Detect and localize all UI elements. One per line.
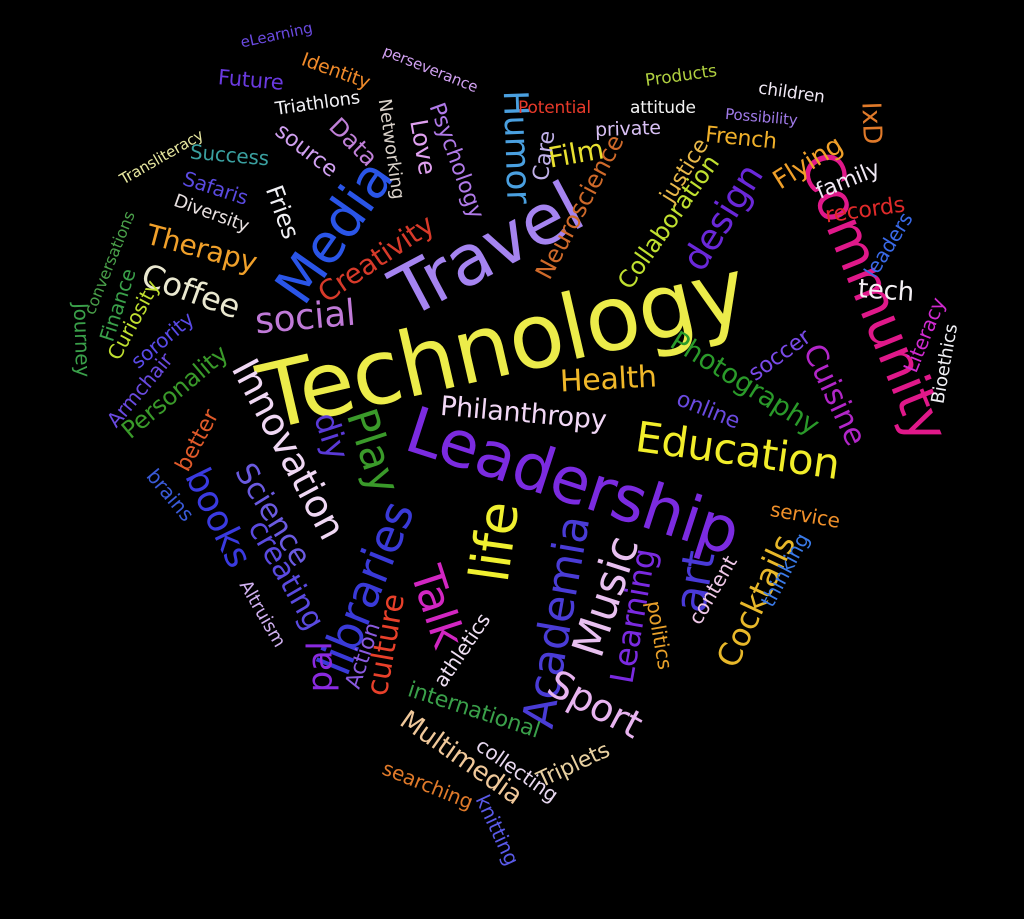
word-perseverance: perseverance [380, 41, 481, 97]
word-life: life [457, 497, 532, 586]
word-attitude: attitude [630, 98, 696, 118]
word-identity: Identity [298, 48, 374, 94]
word-fries: Fries [259, 181, 305, 243]
word-service: service [768, 497, 842, 533]
word-health: Health [559, 359, 658, 400]
word-pal: pal [300, 641, 341, 693]
word-social: social [253, 292, 358, 343]
word-private: private [594, 116, 662, 142]
word-future: Future [217, 65, 285, 95]
word-french: French [703, 122, 778, 155]
word-potential: Potential [518, 98, 591, 118]
word-elearning: eLearning [238, 18, 314, 52]
word-ixd: IxD [855, 101, 887, 145]
word-products: Products [643, 61, 719, 91]
word-triathlons: Triathlons [273, 87, 362, 120]
word-politics: politics [641, 598, 678, 672]
word-tech: tech [857, 274, 915, 308]
word-success: Success [189, 139, 271, 171]
word-children: children [757, 78, 826, 108]
word-better: better [171, 405, 225, 476]
